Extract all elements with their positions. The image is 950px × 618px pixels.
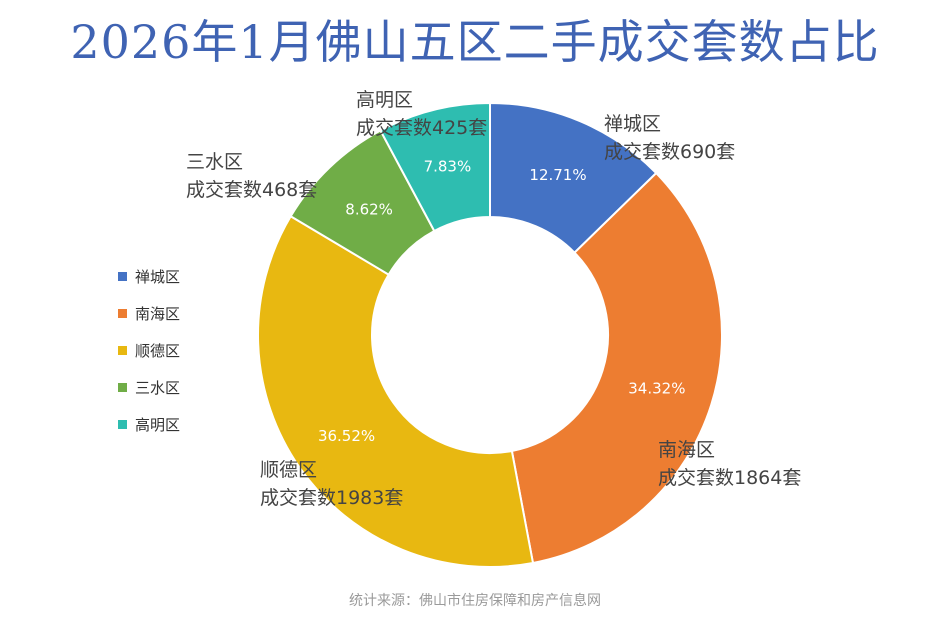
legend-item-shunde: 顺德区 (118, 332, 180, 369)
legend-label: 南海区 (135, 305, 181, 323)
callout-district: 顺德区 (260, 459, 318, 481)
callout-nanhai: 南海区 成交套数1864套 (658, 436, 801, 492)
legend-item-chancheng: 禅城区 (118, 258, 180, 295)
callout-count: 成交套数468套 (186, 179, 318, 201)
legend-swatch (118, 309, 127, 318)
callout-count: 成交套数690套 (604, 141, 736, 163)
percent-label: 7.83% (424, 157, 472, 175)
legend-label: 三水区 (135, 379, 181, 397)
legend-swatch (118, 383, 127, 392)
chart-legend: 禅城区 南海区 顺德区 三水区 高明区 (118, 258, 180, 443)
slice-nanhai (510, 171, 723, 565)
callout-district: 高明区 (356, 89, 414, 111)
callout-count: 成交套数425套 (356, 117, 488, 139)
callout-district: 三水区 (186, 151, 244, 173)
legend-label: 禅城区 (135, 268, 181, 286)
percent-label: 36.52% (318, 427, 375, 445)
callout-gaoming: 高明区 成交套数425套 (356, 86, 487, 142)
percent-label: 12.71% (529, 166, 586, 184)
callout-district: 南海区 (658, 439, 716, 461)
slice-gaoming (379, 101, 491, 233)
chart-title: 2026年1月佛山五区二手成交套数占比 (70, 15, 880, 69)
legend-swatch (118, 346, 127, 355)
percent-label: 34.32% (628, 380, 685, 398)
legend-swatch (118, 420, 127, 429)
callout-district: 禅城区 (604, 113, 662, 135)
callout-shunde: 顺德区 成交套数1983套 (260, 456, 403, 512)
callout-sanshui: 三水区 成交套数468套 (186, 148, 317, 204)
legend-item-sanshui: 三水区 (118, 369, 180, 406)
percent-label: 8.62% (345, 200, 393, 218)
callout-count: 成交套数1864套 (658, 467, 802, 489)
legend-item-nanhai: 南海区 (118, 295, 180, 332)
legend-item-gaoming: 高明区 (118, 406, 180, 443)
callout-count: 成交套数1983套 (260, 487, 404, 509)
source-note: 统计来源：佛山市住房保障和房产信息网 (349, 593, 601, 609)
slice-shunde (257, 214, 535, 568)
callout-chancheng: 禅城区 成交套数690套 (604, 110, 735, 166)
legend-label: 高明区 (135, 416, 181, 434)
legend-swatch (118, 272, 127, 281)
legend-label: 顺德区 (135, 342, 181, 360)
